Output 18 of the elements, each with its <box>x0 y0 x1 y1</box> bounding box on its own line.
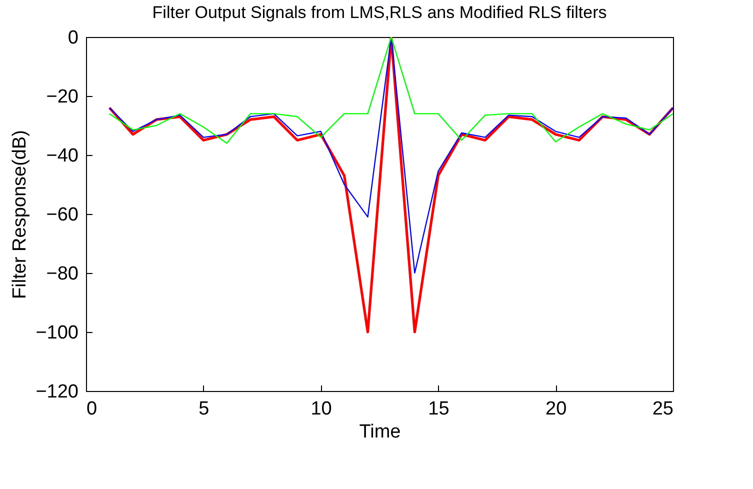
x-axis-title: Time <box>359 422 401 442</box>
y-tick-label: −80 <box>46 264 78 284</box>
x-tick-label: 25 <box>652 398 674 420</box>
x-tick-label: 0 <box>86 398 98 420</box>
y-tick-label: −100 <box>36 322 78 344</box>
line-series <box>108 37 673 144</box>
x-tick-label: 10 <box>310 398 332 420</box>
y-tick-label: −40 <box>46 146 78 166</box>
x-tick-label: 5 <box>198 398 210 420</box>
x-tick-label: 20 <box>546 398 567 420</box>
y-axis-title: Filter Response(dB) <box>10 130 31 299</box>
line-series <box>108 37 673 274</box>
y-tick-label: −20 <box>46 86 78 108</box>
y-tick-label: −120 <box>36 382 78 402</box>
chart-title: Filter Output Signals from LMS,RLS ans Modified RLS filters <box>152 3 607 22</box>
x-tick-label: 15 <box>428 398 450 420</box>
y-tick-label: −60 <box>46 204 78 226</box>
y-tick-label: 0 <box>68 28 78 48</box>
